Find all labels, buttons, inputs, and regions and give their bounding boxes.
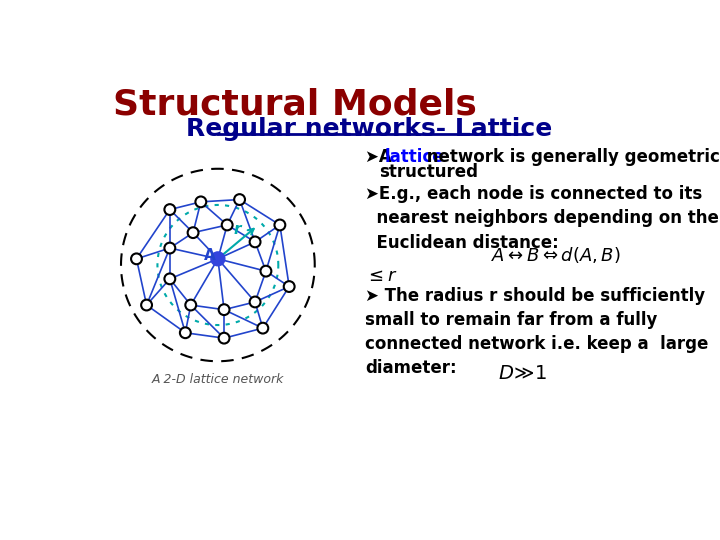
Text: lattice: lattice — [384, 148, 444, 166]
Text: ➤A: ➤A — [365, 148, 397, 166]
Circle shape — [219, 304, 230, 315]
Circle shape — [261, 266, 271, 276]
Circle shape — [219, 333, 230, 343]
Text: r: r — [233, 222, 241, 237]
Circle shape — [164, 204, 175, 215]
Text: ➤E.g., each node is connected to its
  nearest neighbors depending on the
  Eucl: ➤E.g., each node is connected to its nea… — [365, 185, 719, 252]
Circle shape — [164, 242, 175, 253]
Circle shape — [234, 194, 245, 205]
Text: A 2-D lattice network: A 2-D lattice network — [152, 373, 284, 386]
Circle shape — [141, 300, 152, 310]
Circle shape — [258, 323, 269, 334]
Circle shape — [222, 220, 233, 231]
Text: Regular networks- Lattice: Regular networks- Lattice — [186, 117, 552, 141]
Text: $A \leftrightarrow B \Leftrightarrow d(A,B)$: $A \leftrightarrow B \Leftrightarrow d(A… — [491, 245, 621, 265]
Text: ➤ The radius r should be sufficiently
small to remain far from a fully
connected: ➤ The radius r should be sufficiently sm… — [365, 287, 708, 377]
Circle shape — [195, 197, 206, 207]
Circle shape — [180, 327, 191, 338]
Text: $D\!\gg\!1$: $D\!\gg\!1$ — [498, 363, 547, 382]
Text: $\leq r$: $\leq r$ — [365, 267, 397, 285]
Text: Structural Models: Structural Models — [113, 88, 477, 122]
Circle shape — [274, 220, 285, 231]
Text: A: A — [204, 248, 216, 264]
Circle shape — [185, 300, 196, 310]
Circle shape — [284, 281, 294, 292]
Text: structured: structured — [379, 164, 478, 181]
Text: network is generally geometric: network is generally geometric — [421, 148, 720, 166]
Circle shape — [164, 273, 175, 284]
Circle shape — [250, 296, 261, 307]
Circle shape — [188, 227, 199, 238]
Circle shape — [211, 252, 225, 266]
Circle shape — [250, 237, 261, 247]
Circle shape — [131, 253, 142, 264]
